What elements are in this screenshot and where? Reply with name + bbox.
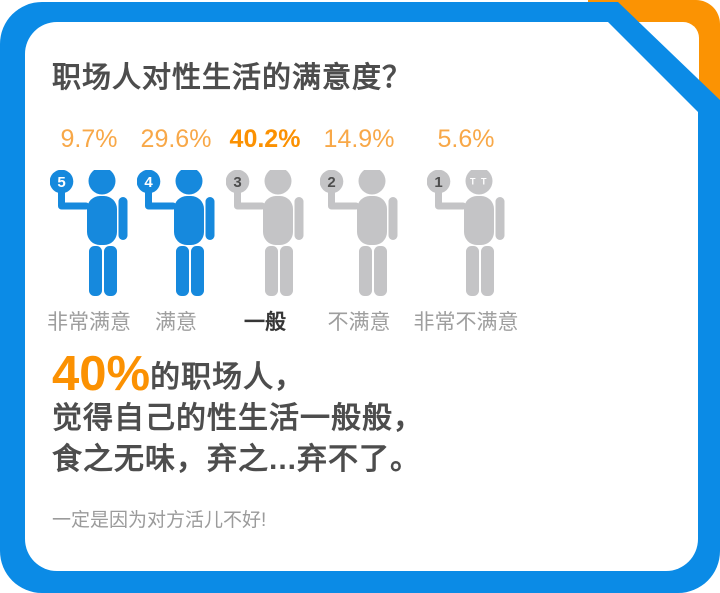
person-icon-gray-2: 2 <box>320 170 398 296</box>
chart-column-score1: 5.6% 1 T T 非常不满意 <box>401 125 531 335</box>
percent-value: 9.7% <box>60 125 118 153</box>
category-label-highlighted: 一般 <box>244 311 286 334</box>
percent-value: 14.9% <box>323 125 395 153</box>
footnote-text: 一定是因为对方活儿不好! <box>52 510 267 531</box>
summary-line-3: 食之无味，弃之...弃不了。 <box>52 443 422 476</box>
score-number: 1 <box>434 174 442 191</box>
person-icon-blue-5: 5 <box>50 170 128 296</box>
score-number: 5 <box>57 174 65 191</box>
page-title: 职场人对性生活的满意度？ <box>52 62 413 94</box>
person-icon-blue-4: 4 <box>137 170 215 296</box>
person-figure-score3: 3 <box>222 170 308 296</box>
percent-value: 29.6% <box>140 125 212 153</box>
person-icon-gray-3: 3 <box>226 170 304 296</box>
person-figure-score1: 1 T T <box>401 170 531 296</box>
chart-column-score4: 29.6% 4 满意 <box>133 125 219 335</box>
person-figure-score2: 2 <box>316 170 402 296</box>
percent-value: 5.6% <box>437 125 495 153</box>
person-icon-gray-1-crying: 1 T T <box>427 170 505 296</box>
percent-value-highlighted: 40.2% <box>229 125 301 153</box>
summary-highlight-percent: 40% <box>52 347 151 401</box>
crying-face-eyes: T T <box>470 177 488 187</box>
chart-column-score3: 40.2% 3 一般 <box>222 125 308 335</box>
summary-line-1: 40%的职场人， <box>52 347 306 401</box>
category-label: 非常满意 <box>47 311 131 334</box>
summary-text: 40%的职场人， 觉得自己的性生活一般般， 食之无味，弃之...弃不了。 <box>52 347 424 480</box>
score-number: 2 <box>327 174 335 191</box>
person-figure-score4: 4 <box>133 170 219 296</box>
score-number: 3 <box>233 174 241 191</box>
score-number: 4 <box>144 174 153 191</box>
category-label: 满意 <box>155 311 197 334</box>
category-label: 不满意 <box>327 311 391 334</box>
person-figure-score5: 5 <box>46 170 132 296</box>
summary-line-2: 觉得自己的性生活一般般， <box>52 402 424 435</box>
category-label: 非常不满意 <box>413 311 519 334</box>
chart-column-score5: 9.7% 5 非常满意 <box>46 125 132 335</box>
content-panel: 职场人对性生活的满意度？ 9.7% 5 非常满意 29.6% <box>25 22 698 571</box>
chart-column-score2: 14.9% 2 不满意 <box>316 125 402 335</box>
